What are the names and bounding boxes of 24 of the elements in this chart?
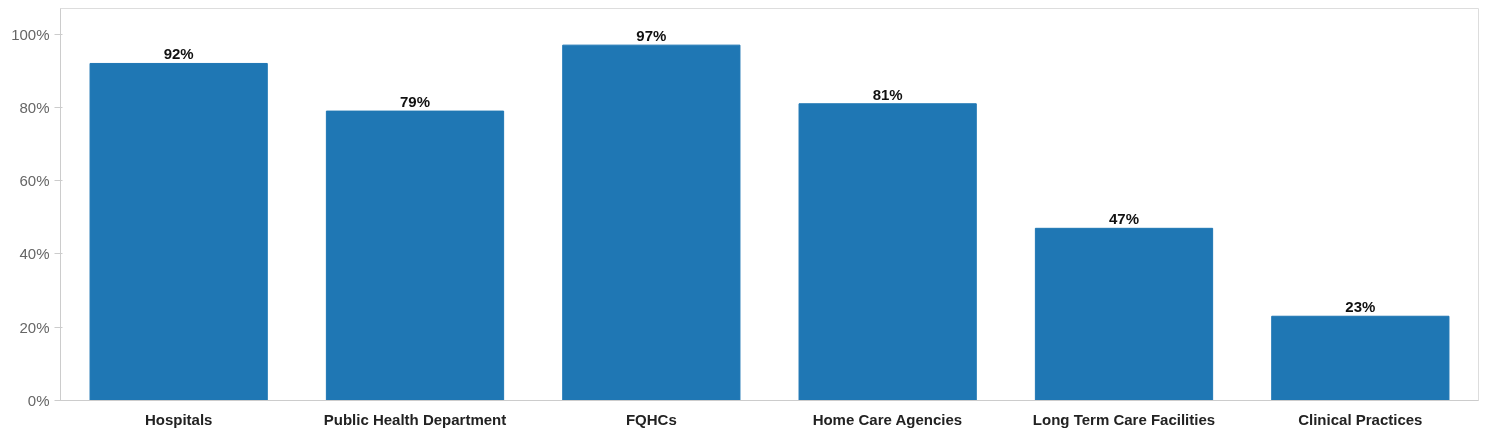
x-tick-label: Long Term Care Facilities (1032, 410, 1216, 428)
data-label: 81% (872, 85, 903, 103)
data-label: 97% (636, 27, 667, 45)
data-label: 47% (1108, 210, 1140, 228)
x-tick-label: FQHCs (625, 410, 677, 428)
bar (1271, 315, 1450, 401)
bar (562, 44, 741, 401)
data-label: 23% (1345, 298, 1376, 316)
y-tick-label: 100% (11, 25, 50, 43)
y-tick-label: 20% (19, 318, 50, 336)
y-tick-label: 80% (19, 98, 50, 116)
bar (89, 62, 268, 401)
bar (1034, 227, 1214, 401)
x-tick-label: Home Care Agencies (812, 410, 963, 428)
data-label: 79% (399, 93, 431, 111)
x-tick-label: Public Health Department (323, 410, 507, 428)
y-tick-label: 0% (27, 392, 50, 409)
x-tick-label: Clinical Practices (1298, 410, 1423, 428)
x-tick-label: Hospitals (144, 410, 213, 428)
y-tick-label: 40% (19, 245, 50, 263)
bar (325, 110, 505, 401)
bar (798, 103, 977, 401)
data-label: 92% (163, 45, 194, 63)
y-tick-label: 60% (19, 172, 50, 190)
